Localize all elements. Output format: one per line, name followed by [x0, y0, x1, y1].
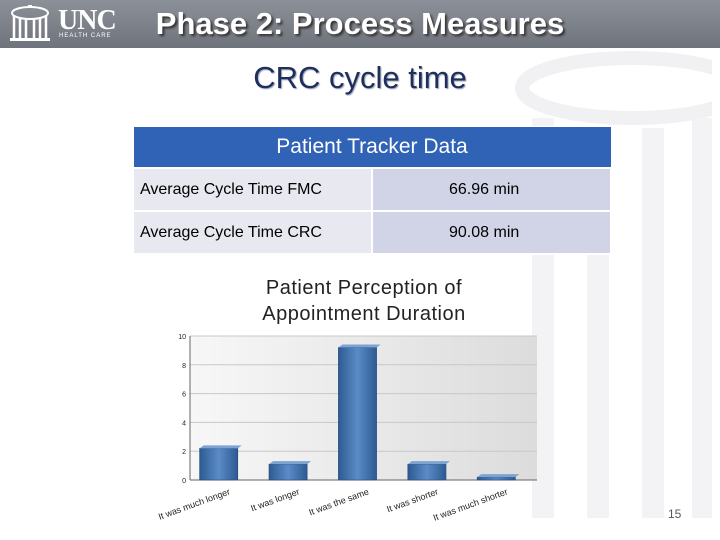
row-value: 66.96 min: [371, 167, 612, 212]
row-label: Average Cycle Time CRC: [132, 210, 373, 255]
page-number: 15: [668, 507, 682, 521]
bar-top: [477, 474, 520, 478]
bar-top: [269, 461, 312, 465]
y-tick-label: 6: [182, 392, 186, 399]
bar: [338, 347, 377, 481]
bar-top: [407, 461, 450, 465]
unc-logo: UNC HEALTH CARE: [6, 5, 132, 43]
old-well-watermark-icon: [515, 51, 712, 518]
bar-top: [338, 344, 381, 348]
table-header-row: Patient Tracker Data: [132, 126, 612, 169]
old-well-icon: [10, 5, 50, 41]
y-tick-label: 10: [178, 334, 186, 341]
patient-tracker-table: Patient Tracker Data Average Cycle Time …: [132, 126, 612, 255]
x-tick-label: It was longer: [249, 486, 300, 513]
chart-title-line-2: Appointment Duration: [262, 303, 466, 325]
chart-title: Patient Perception of Appointment Durati…: [234, 275, 494, 327]
y-tick-label: 0: [182, 478, 186, 485]
y-tick-label: 8: [182, 363, 186, 370]
perception-bar-chart: 0 2 4 6 8 10 It was much longer It was longer It…: [157, 334, 537, 523]
logo-subtext: HEALTH CARE: [59, 33, 112, 39]
y-tick-label: 4: [182, 420, 186, 427]
page-subtitle: CRC cycle time: [253, 60, 467, 95]
y-tick-label: 2: [182, 449, 186, 456]
chart-title-line-1: Patient Perception of: [265, 277, 463, 299]
logo-text: UNC: [58, 5, 117, 36]
x-tick-label: It was the same: [308, 486, 371, 517]
bar: [199, 448, 239, 481]
row-value: 90.08 min: [371, 210, 612, 255]
x-tick-label: It was much shorter: [432, 486, 509, 522]
table-header: Patient Tracker Data: [132, 126, 612, 169]
table-row: Average Cycle Time FMC 66.96 min: [132, 167, 612, 212]
header-bar: UNC HEALTH CARE Phase 2: Process Measure…: [0, 0, 720, 48]
bar: [268, 463, 308, 481]
row-label: Average Cycle Time FMC: [132, 167, 373, 212]
bar: [407, 463, 447, 481]
slide-title: Phase 2: Process Measures: [155, 6, 565, 41]
table-row: Average Cycle Time CRC 90.08 min: [132, 210, 612, 255]
x-tick-label: It was much longer: [157, 486, 231, 521]
x-tick-label: It was shorter: [385, 486, 439, 514]
bar: [476, 476, 516, 481]
bar-top: [199, 445, 242, 449]
